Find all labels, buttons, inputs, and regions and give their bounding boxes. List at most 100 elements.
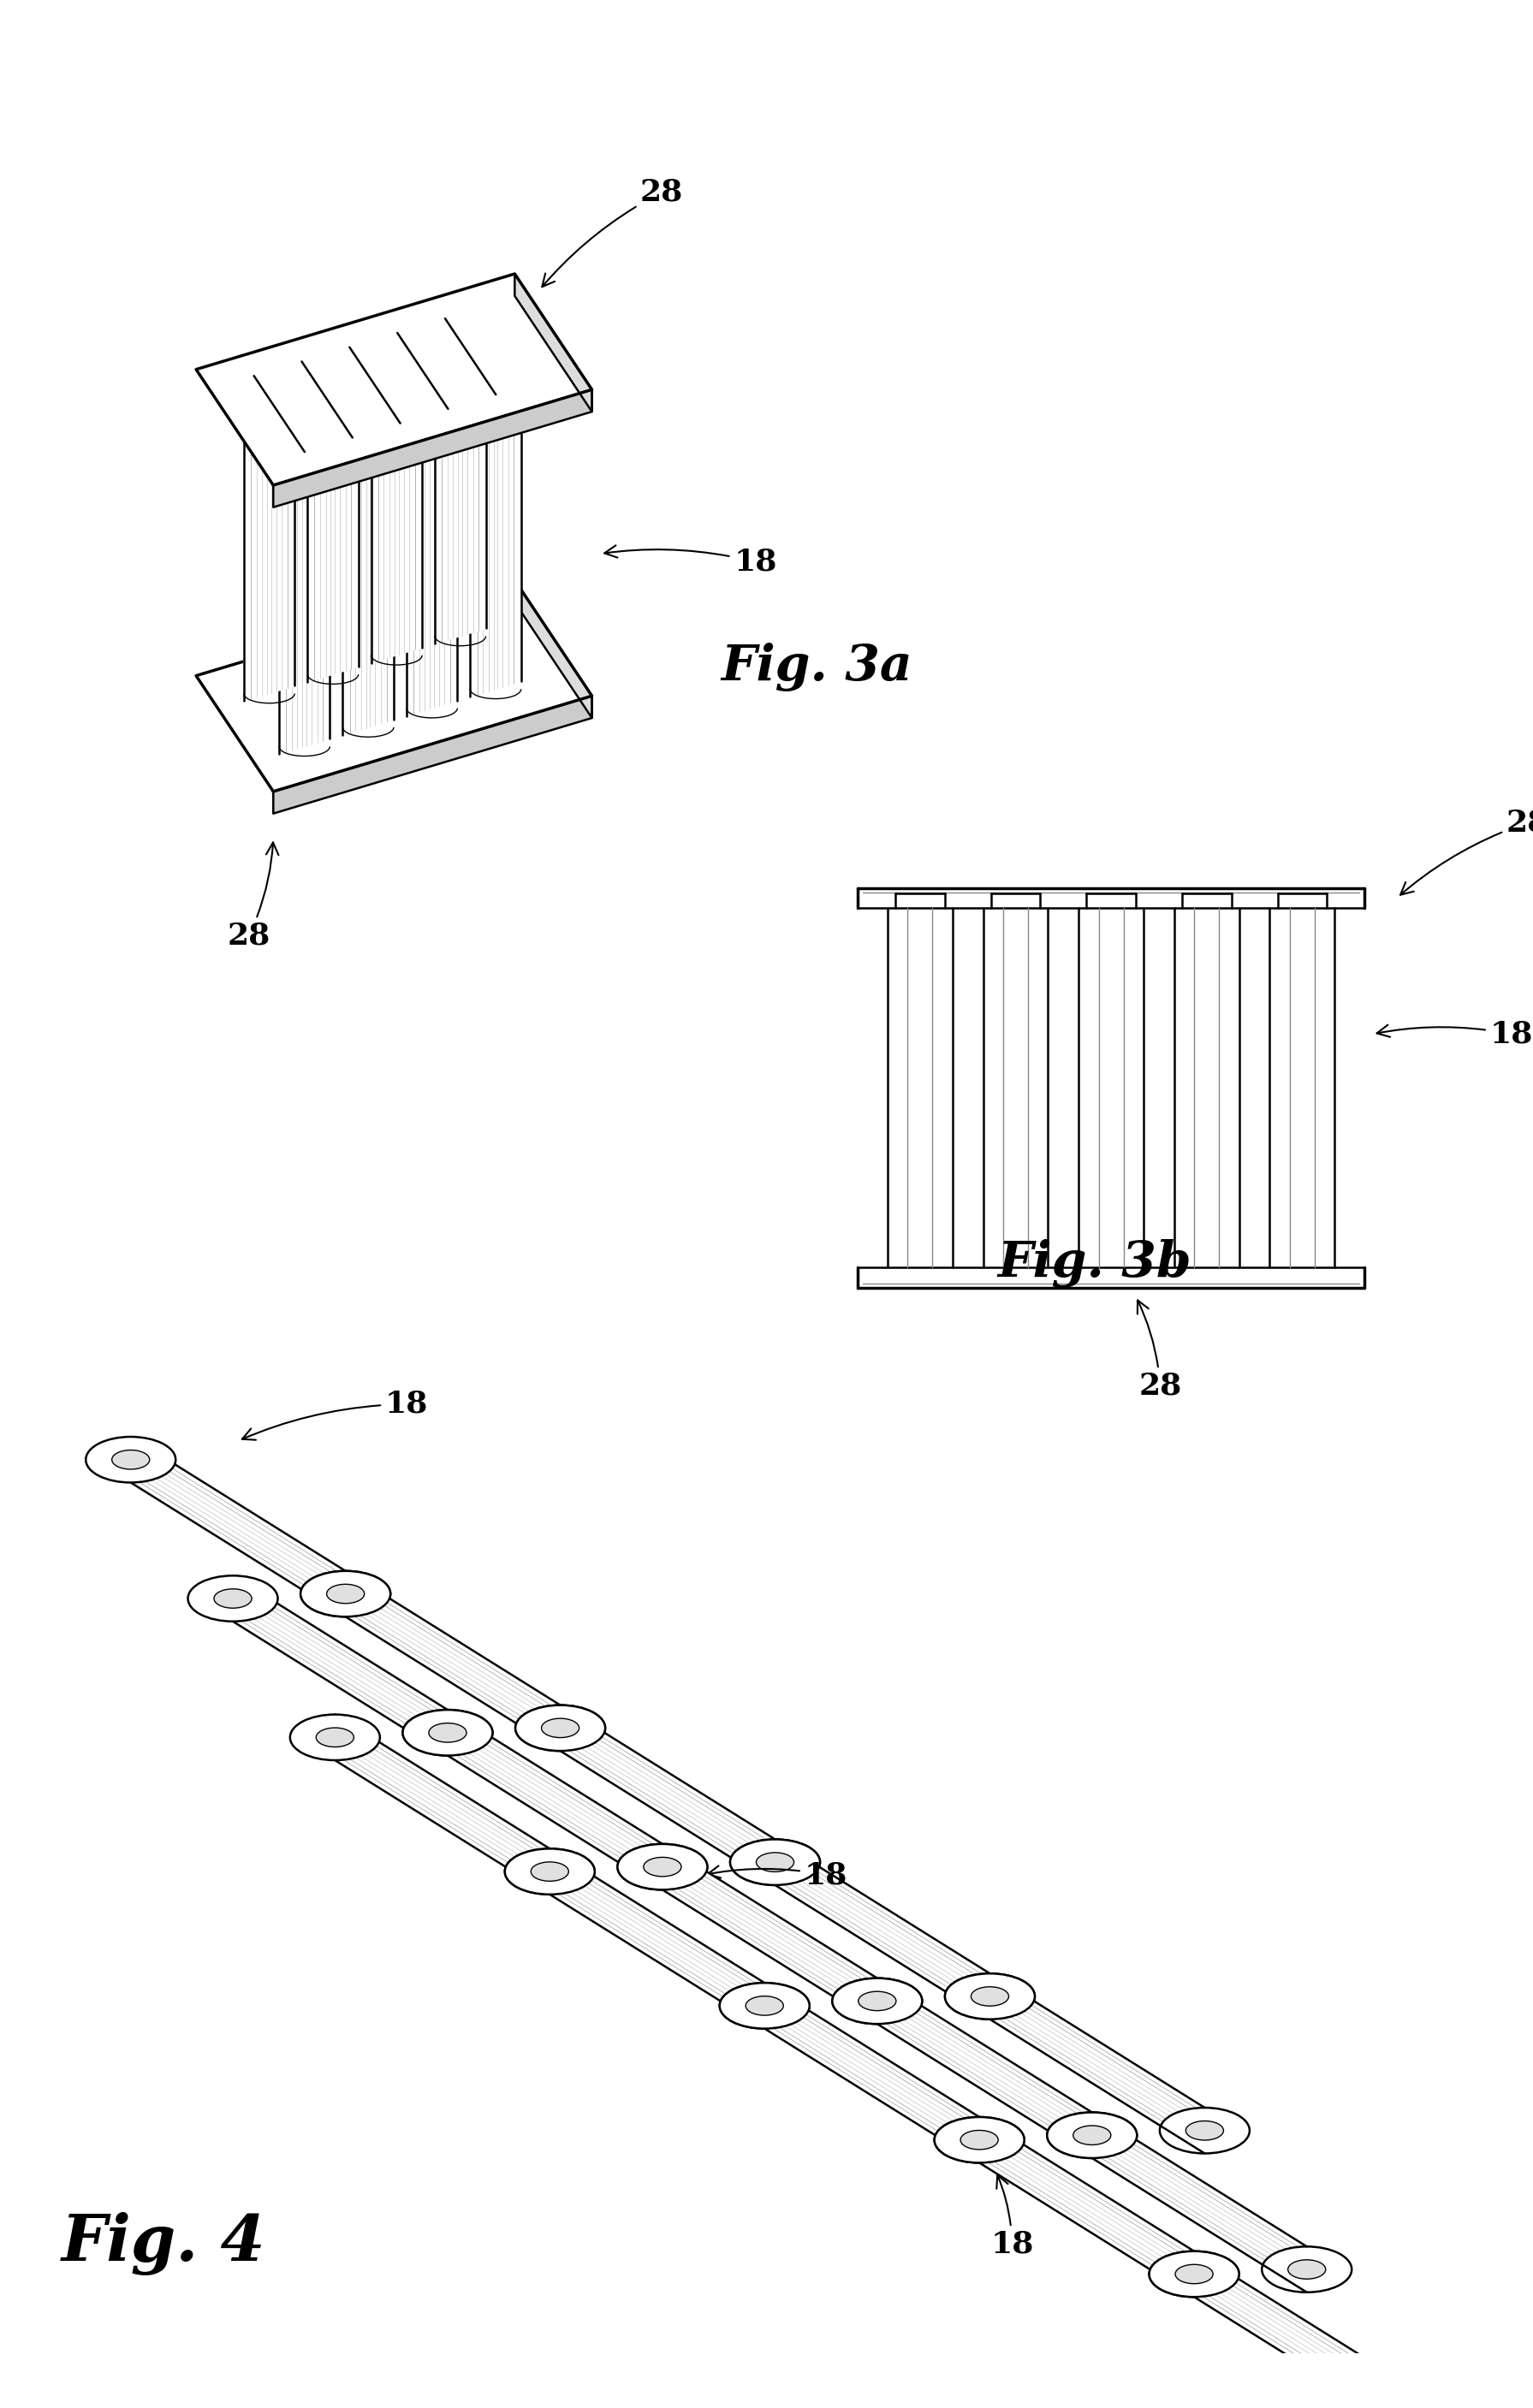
Ellipse shape [244, 400, 294, 419]
Polygon shape [877, 1979, 1091, 2158]
Ellipse shape [745, 1996, 783, 2015]
Ellipse shape [403, 1710, 492, 1755]
Polygon shape [196, 580, 592, 792]
Ellipse shape [189, 1575, 277, 1621]
Polygon shape [343, 436, 394, 734]
Ellipse shape [112, 1450, 150, 1469]
Ellipse shape [858, 1991, 897, 2011]
Polygon shape [858, 889, 1364, 908]
Ellipse shape [1160, 2107, 1249, 2153]
Polygon shape [307, 383, 359, 681]
Polygon shape [244, 402, 294, 701]
Polygon shape [371, 364, 422, 662]
Polygon shape [1174, 908, 1239, 1267]
Polygon shape [406, 417, 457, 715]
Polygon shape [560, 1705, 776, 1885]
Polygon shape [990, 1975, 1205, 2153]
Ellipse shape [935, 2117, 1024, 2162]
Polygon shape [515, 580, 592, 718]
Polygon shape [1269, 908, 1335, 1267]
Polygon shape [336, 1714, 550, 1895]
Text: 28: 28 [1137, 1300, 1182, 1401]
Ellipse shape [471, 395, 521, 414]
Polygon shape [550, 1849, 765, 2028]
Ellipse shape [307, 380, 359, 400]
Ellipse shape [403, 1710, 492, 1755]
Ellipse shape [730, 1840, 820, 1885]
Ellipse shape [756, 1852, 794, 1871]
Ellipse shape [935, 2117, 1024, 2162]
Polygon shape [273, 696, 592, 814]
Ellipse shape [961, 2131, 998, 2150]
Polygon shape [776, 1840, 990, 2020]
Ellipse shape [1073, 2126, 1111, 2146]
Text: Fig. 3a: Fig. 3a [721, 643, 912, 691]
Ellipse shape [1073, 2126, 1111, 2146]
Ellipse shape [429, 1724, 466, 1743]
Polygon shape [1194, 2251, 1409, 2408]
Text: 28: 28 [543, 178, 684, 287]
Ellipse shape [719, 1982, 809, 2028]
Ellipse shape [530, 1861, 569, 1881]
Ellipse shape [541, 1719, 579, 1739]
Ellipse shape [832, 1979, 923, 2023]
Ellipse shape [316, 1729, 354, 1746]
Ellipse shape [86, 1438, 176, 1483]
Ellipse shape [371, 361, 422, 380]
Ellipse shape [1047, 2112, 1137, 2158]
Ellipse shape [756, 1852, 794, 1871]
Polygon shape [983, 908, 1049, 1267]
Polygon shape [435, 344, 486, 643]
Polygon shape [765, 1982, 980, 2162]
Ellipse shape [429, 1724, 466, 1743]
Text: 18: 18 [708, 1861, 848, 1890]
Polygon shape [858, 1267, 1364, 1288]
Ellipse shape [970, 1987, 1009, 2006]
Ellipse shape [1150, 2251, 1239, 2297]
Ellipse shape [300, 1570, 391, 1616]
Ellipse shape [343, 433, 394, 453]
Text: 18: 18 [604, 544, 777, 576]
Ellipse shape [970, 1987, 1009, 2006]
Text: 28: 28 [1400, 809, 1533, 896]
Polygon shape [888, 908, 952, 1267]
Ellipse shape [435, 342, 486, 361]
Ellipse shape [406, 414, 457, 433]
Ellipse shape [1288, 2259, 1326, 2278]
Ellipse shape [541, 1719, 579, 1739]
Ellipse shape [1047, 2112, 1137, 2158]
Text: 18: 18 [1377, 1019, 1533, 1047]
Text: 18: 18 [990, 2174, 1033, 2259]
Ellipse shape [944, 1975, 1035, 2020]
Polygon shape [345, 1570, 560, 1751]
Ellipse shape [1187, 2121, 1223, 2141]
Polygon shape [662, 1845, 877, 2023]
Ellipse shape [215, 1589, 251, 1609]
Text: 28: 28 [227, 843, 279, 951]
Polygon shape [130, 1438, 345, 1616]
Polygon shape [448, 1710, 662, 1890]
Ellipse shape [858, 1991, 897, 2011]
Polygon shape [196, 275, 592, 484]
Polygon shape [1091, 2112, 1306, 2292]
Ellipse shape [1364, 2386, 1453, 2408]
Polygon shape [471, 397, 521, 696]
Ellipse shape [745, 1996, 783, 2015]
Text: 18: 18 [242, 1389, 428, 1440]
Ellipse shape [515, 1705, 606, 1751]
Ellipse shape [279, 453, 330, 472]
Ellipse shape [1262, 2247, 1352, 2292]
Ellipse shape [944, 1975, 1035, 2020]
Ellipse shape [832, 1979, 923, 2023]
Ellipse shape [290, 1714, 380, 1760]
Ellipse shape [530, 1861, 569, 1881]
Ellipse shape [504, 1849, 595, 1895]
Ellipse shape [1176, 2264, 1213, 2283]
Text: Fig. 3b: Fig. 3b [998, 1240, 1191, 1288]
Ellipse shape [730, 1840, 820, 1885]
Polygon shape [515, 275, 592, 412]
Ellipse shape [515, 1705, 606, 1751]
Ellipse shape [300, 1570, 391, 1616]
Ellipse shape [644, 1857, 681, 1876]
Polygon shape [980, 2117, 1194, 2297]
